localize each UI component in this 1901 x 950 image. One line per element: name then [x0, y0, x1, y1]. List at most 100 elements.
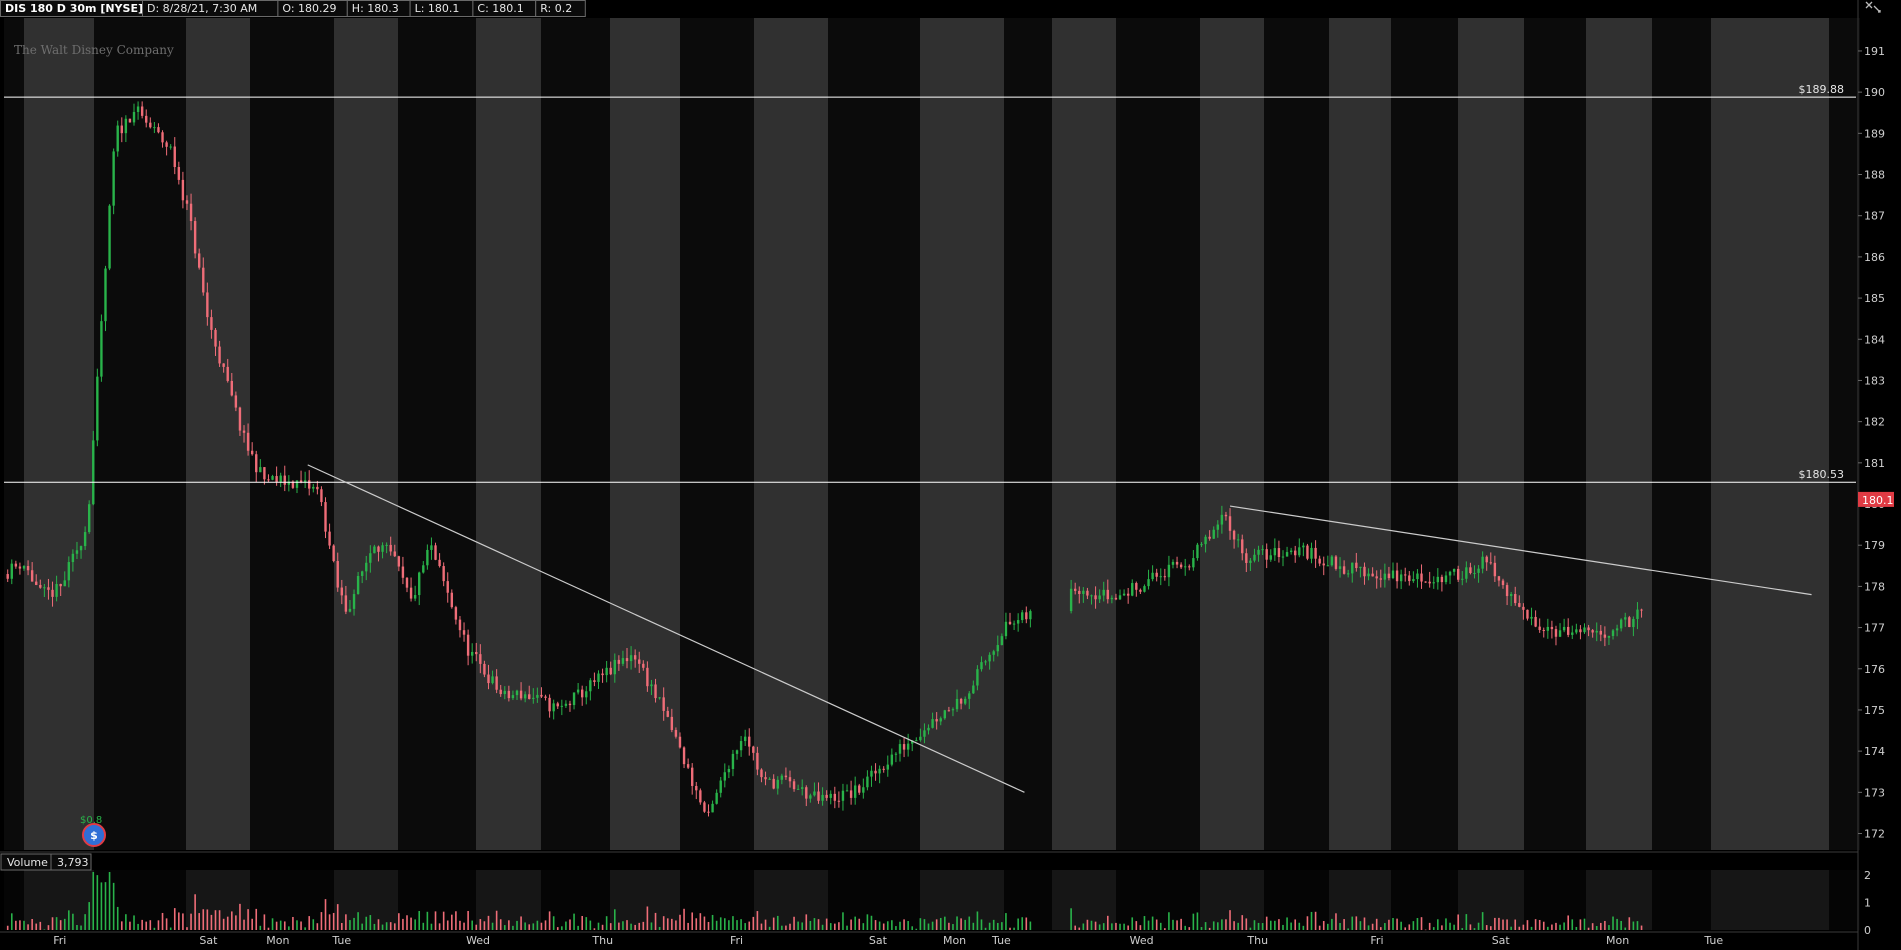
- time-tick-label[interactable]: Fri: [730, 934, 743, 947]
- candle-body: [202, 267, 205, 293]
- candle: [409, 577, 413, 602]
- candle-body: [352, 594, 356, 609]
- volume-session-band: [4, 870, 24, 930]
- volume-bar: [597, 922, 600, 930]
- volume-bar: [1269, 920, 1272, 930]
- candle: [1269, 549, 1272, 562]
- candle: [352, 589, 356, 616]
- candle: [238, 406, 242, 436]
- candle-body: [609, 667, 612, 675]
- candle: [132, 103, 136, 126]
- price-levels[interactable]: $189.88 $180.53: [4, 83, 1856, 483]
- volume-bar: [10, 913, 13, 930]
- trendlines[interactable]: [307, 464, 1812, 793]
- candle: [214, 328, 217, 356]
- candle: [1562, 618, 1566, 633]
- candle: [1318, 555, 1321, 567]
- candle-body: [389, 544, 392, 552]
- candle-body: [312, 486, 315, 489]
- candle: [780, 773, 784, 785]
- session-band: [4, 18, 24, 850]
- candle: [617, 655, 621, 671]
- candle-body: [1485, 556, 1488, 563]
- candle-body: [1298, 547, 1301, 556]
- time-tick-label[interactable]: Tue: [1703, 934, 1723, 947]
- dividend-icon[interactable]: $: [82, 823, 106, 847]
- time-axis[interactable]: Fri Sat Mon Tue Wed Thu Fri Sat Mon Tue Wed Thu Fri S…: [53, 934, 1723, 947]
- dividend-marker[interactable]: $0.8 $: [80, 815, 106, 847]
- candle: [923, 723, 926, 744]
- time-tick-label[interactable]: Fri: [1370, 934, 1383, 947]
- candle-body: [801, 787, 804, 789]
- time-tick-label[interactable]: Wed: [1130, 934, 1154, 947]
- time-tick-label[interactable]: Sat: [199, 934, 218, 947]
- candlestick-series: [6, 101, 1643, 817]
- volume-bar: [1151, 916, 1154, 930]
- candle-body: [1069, 588, 1073, 612]
- volume-bar: [1278, 919, 1280, 930]
- candle-body: [951, 709, 955, 711]
- candle-body: [1025, 612, 1028, 620]
- candle-body: [695, 785, 698, 791]
- time-tick-label[interactable]: Sat: [1492, 934, 1511, 947]
- volume-session-band: [610, 870, 680, 930]
- time-tick-label[interactable]: Mon: [1606, 934, 1629, 947]
- time-tick-label[interactable]: Thu: [591, 934, 613, 947]
- candle: [1583, 623, 1586, 634]
- candle-body: [963, 698, 967, 704]
- candle: [458, 616, 462, 638]
- time-tick-label[interactable]: Thu: [1246, 934, 1268, 947]
- dividend-amount: $0.8: [80, 815, 102, 826]
- candle: [1534, 610, 1537, 628]
- time-tick-label[interactable]: Mon: [266, 934, 289, 947]
- volume-bar: [455, 911, 457, 930]
- volume-bar: [161, 912, 164, 930]
- collapse-icon[interactable]: [1862, 0, 1884, 14]
- candle: [1391, 562, 1395, 580]
- volume-bar: [923, 919, 926, 930]
- volume-bar: [569, 919, 571, 930]
- candle-body: [214, 329, 217, 347]
- price-axis[interactable]: 1721731741751761771781791801811821831841…: [1858, 45, 1885, 841]
- candle: [878, 765, 881, 784]
- volume-bar: [108, 872, 111, 930]
- candle-body: [654, 684, 657, 699]
- candle: [442, 562, 445, 587]
- candle: [678, 732, 682, 749]
- candle-body: [466, 634, 470, 656]
- trendline[interactable]: [1229, 505, 1812, 596]
- session-band: [398, 18, 476, 850]
- candle-body: [230, 380, 233, 396]
- volume-bar: [72, 913, 74, 930]
- volume-bar: [805, 914, 808, 930]
- time-tick-label[interactable]: Fri: [53, 934, 66, 947]
- candle: [1236, 533, 1240, 548]
- volume-session-band: [541, 870, 610, 930]
- time-tick-label[interactable]: Tue: [991, 934, 1011, 947]
- candle: [470, 643, 474, 664]
- candle-body: [1363, 566, 1366, 577]
- candle-body: [1220, 514, 1224, 525]
- volume-bar: [1249, 927, 1252, 930]
- candle-body: [568, 703, 572, 706]
- candle-body: [1636, 609, 1639, 619]
- candle-body: [1579, 629, 1582, 633]
- candle: [55, 575, 58, 602]
- candle-body: [503, 690, 506, 695]
- candle: [373, 544, 376, 554]
- volume-bar: [88, 902, 90, 930]
- time-tick-label[interactable]: Wed: [466, 934, 490, 947]
- volume-bar: [190, 913, 192, 930]
- volume-bar: [1180, 918, 1182, 930]
- time-tick-label[interactable]: Mon: [943, 934, 966, 947]
- candle-body: [544, 696, 547, 698]
- time-tick-label[interactable]: Tue: [331, 934, 351, 947]
- candle: [18, 562, 22, 575]
- candle: [1277, 540, 1281, 563]
- trendline[interactable]: [307, 464, 1025, 793]
- candle-body: [222, 363, 225, 367]
- volume-bar: [1009, 927, 1011, 930]
- time-tick-label[interactable]: Sat: [869, 934, 888, 947]
